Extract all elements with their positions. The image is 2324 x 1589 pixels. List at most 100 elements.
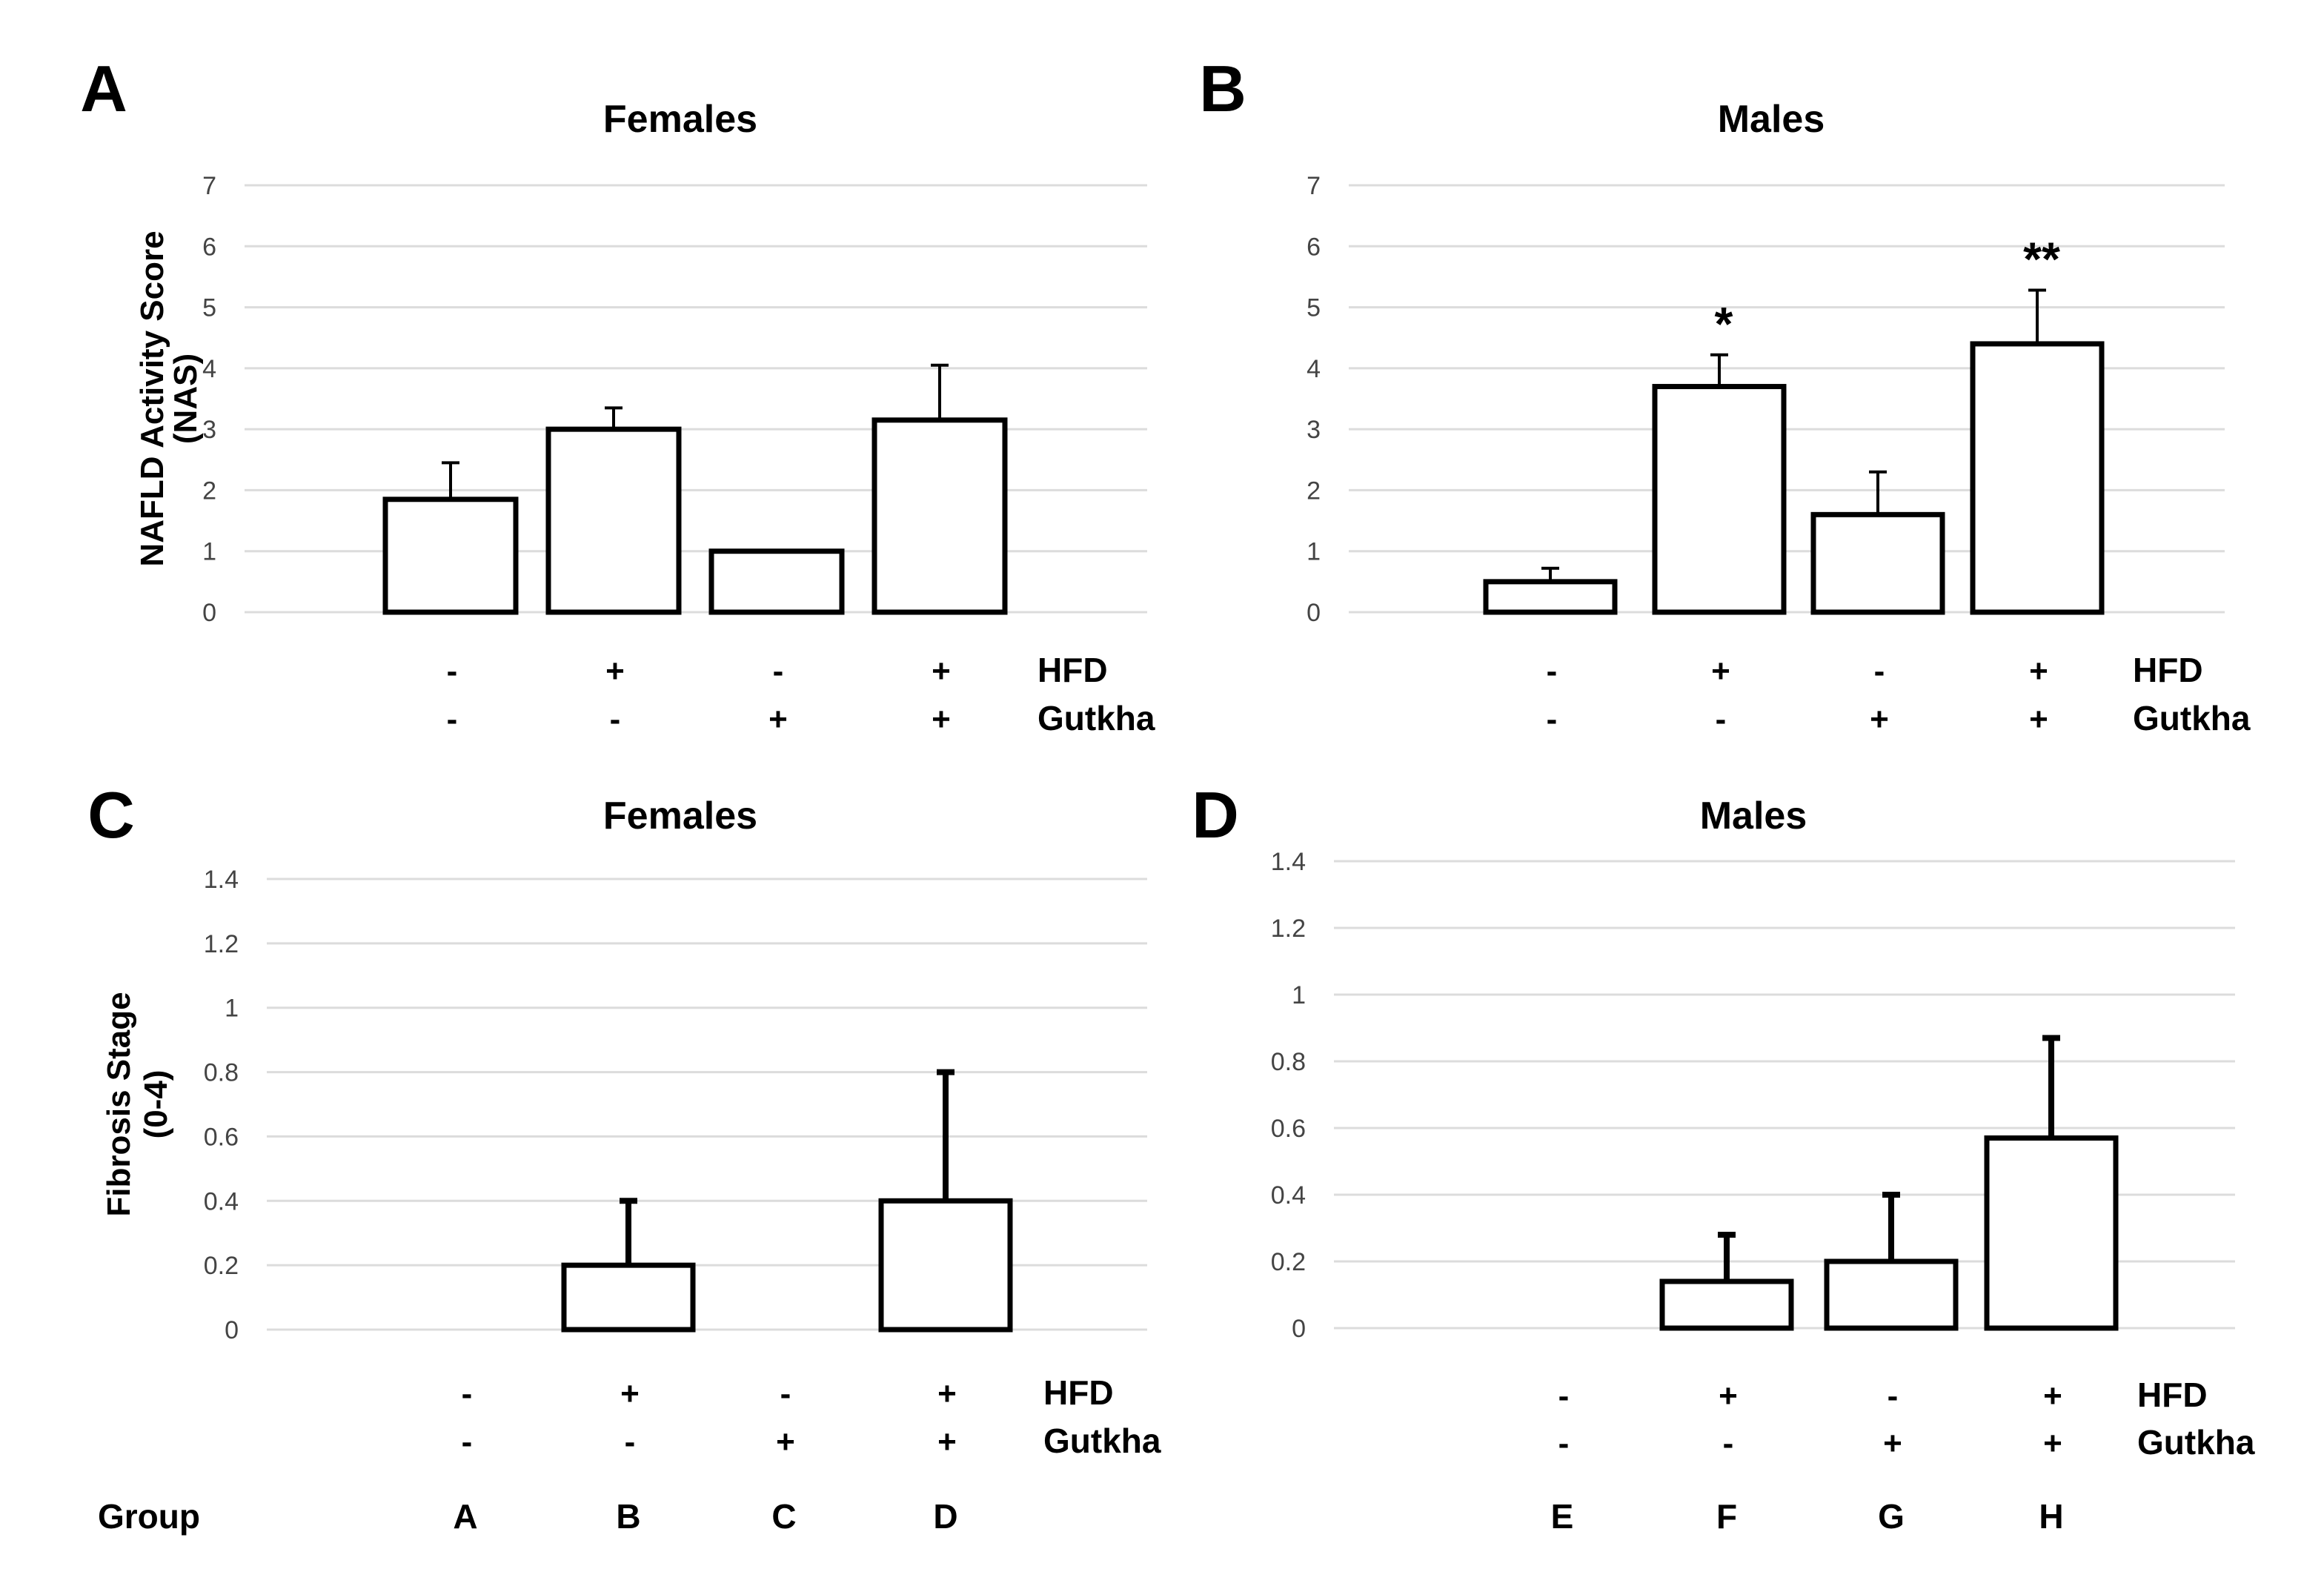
group-label: F — [1716, 1497, 1737, 1536]
y-tick-label: 5 — [1307, 294, 1321, 322]
bar — [872, 417, 1008, 615]
bar — [1984, 1135, 2119, 1331]
y-tick-label: 1 — [1292, 981, 1306, 1009]
group-row: A B C D E F G H Group — [98, 1497, 2064, 1536]
y-axis-label: Fibrosis Stage — [101, 992, 137, 1216]
y-tick-label: 3 — [202, 416, 216, 444]
gutkha-sign: + — [2029, 701, 2048, 737]
group-label: B — [616, 1497, 640, 1536]
group-row-label: Group — [98, 1497, 200, 1536]
bar — [708, 548, 845, 615]
hfd-sign: + — [605, 653, 625, 689]
gutkha-sign: - — [1547, 701, 1558, 737]
group-label: G — [1878, 1497, 1905, 1536]
y-tick-label: 1.2 — [1271, 915, 1306, 943]
row-label-hfd: HFD — [1043, 1373, 1114, 1412]
y-axis-label: NAFLD Activity Score — [134, 230, 170, 566]
hfd-sign: + — [2029, 653, 2048, 689]
hfd-sign: + — [1719, 1378, 1738, 1414]
hfd-sign: + — [937, 1376, 957, 1412]
panel-b: B Males 0 1 2 3 4 5 6 7 - - * + - - + ** + + HFD Gutkha — [1199, 52, 2251, 737]
bar — [878, 1198, 1013, 1333]
y-tick-label: 0 — [225, 1316, 239, 1344]
bar — [1483, 579, 1618, 615]
y-tick-label: 4 — [202, 355, 216, 383]
row-label-gutkha: Gutkha — [2137, 1423, 2255, 1462]
panel-c: C Females 0 0.2 0.4 0.6 0.8 1 1.2 1.4 Fibrosis Sta… — [87, 778, 1161, 1460]
y-tick-label: 6 — [202, 233, 216, 261]
group-label: C — [771, 1497, 796, 1536]
y-tick-label: 2 — [202, 477, 216, 505]
bar — [1970, 341, 2105, 615]
y-tick-label: 0.2 — [204, 1252, 239, 1280]
y-tick-label: 7 — [202, 172, 216, 200]
y-tick-label: 0 — [202, 599, 216, 627]
panel-letter: D — [1192, 778, 1239, 852]
gutkha-sign: + — [2043, 1425, 2062, 1462]
y-tick-label: 1.4 — [204, 866, 239, 894]
hfd-sign: - — [780, 1376, 791, 1412]
row-label-gutkha: Gutkha — [2133, 699, 2251, 737]
significance-marker: ** — [2023, 233, 2060, 286]
panel-title: Females — [603, 98, 757, 141]
panel-letter: B — [1199, 52, 1246, 125]
y-tick-label: 5 — [202, 294, 216, 322]
bar — [1824, 1258, 1959, 1331]
hfd-sign: - — [462, 1376, 473, 1412]
y-tick-label: 0.6 — [204, 1123, 239, 1151]
y-tick-label: 3 — [1307, 416, 1321, 444]
group-label: H — [2039, 1497, 2063, 1536]
hfd-sign: - — [447, 653, 458, 689]
hfd-sign: + — [2043, 1378, 2062, 1414]
hfd-sign: + — [932, 653, 951, 689]
panel-letter: C — [87, 778, 135, 852]
row-label-gutkha: Gutkha — [1038, 699, 1155, 737]
hfd-sign: - — [773, 653, 784, 689]
bar — [382, 497, 519, 615]
gutkha-sign: + — [937, 1424, 957, 1460]
y-tick-label: 6 — [1307, 233, 1321, 261]
bar — [1810, 511, 1945, 615]
gutkha-sign: + — [1870, 701, 1889, 737]
gutkha-sign: - — [447, 701, 458, 737]
group-label: E — [1551, 1497, 1574, 1536]
gutkha-sign: + — [1883, 1425, 1902, 1462]
bar — [1652, 384, 1787, 615]
gutkha-sign: + — [932, 701, 951, 737]
panel-title: Males — [1700, 794, 1807, 837]
y-tick-label: 4 — [1307, 355, 1321, 383]
gutkha-sign: - — [625, 1424, 636, 1460]
group-label: D — [933, 1497, 957, 1536]
gutkha-sign: - — [1723, 1425, 1734, 1462]
row-label-hfd: HFD — [1038, 651, 1108, 689]
y-tick-label: 0.8 — [1271, 1048, 1306, 1076]
y-axis-label: (NAS) — [167, 354, 204, 444]
group-label: A — [453, 1497, 477, 1536]
y-tick-label: 0.4 — [1271, 1181, 1306, 1210]
gutkha-sign: - — [1558, 1425, 1570, 1462]
bar — [561, 1262, 696, 1333]
row-label-hfd: HFD — [2133, 651, 2203, 689]
hfd-sign: - — [1888, 1378, 1899, 1414]
significance-marker: * — [1715, 297, 1733, 351]
hfd-sign: - — [1874, 653, 1885, 689]
row-label-hfd: HFD — [2137, 1376, 2208, 1414]
gutkha-sign: + — [768, 701, 788, 737]
panel-title: Females — [603, 794, 757, 837]
hfd-sign: - — [1558, 1378, 1570, 1414]
panel-title: Males — [1718, 98, 1825, 141]
panel-d: D Males 0 0.2 0.4 0.6 0.8 1 1.2 1.4 - - + - - + + + HFD Gut… — [1192, 778, 2255, 1462]
gutkha-sign: - — [462, 1424, 473, 1460]
panel-letter: A — [80, 52, 127, 125]
y-axis-label: (0-4) — [138, 1070, 174, 1139]
gutkha-sign: - — [610, 701, 621, 737]
hfd-sign: + — [620, 1376, 640, 1412]
row-label-gutkha: Gutkha — [1043, 1422, 1161, 1460]
y-tick-label: 0.4 — [204, 1187, 239, 1215]
y-tick-label: 1.2 — [204, 930, 239, 958]
bar — [1659, 1278, 1794, 1331]
y-tick-label: 7 — [1307, 172, 1321, 200]
gutkha-sign: - — [1716, 701, 1727, 737]
y-tick-label: 1 — [1307, 538, 1321, 566]
